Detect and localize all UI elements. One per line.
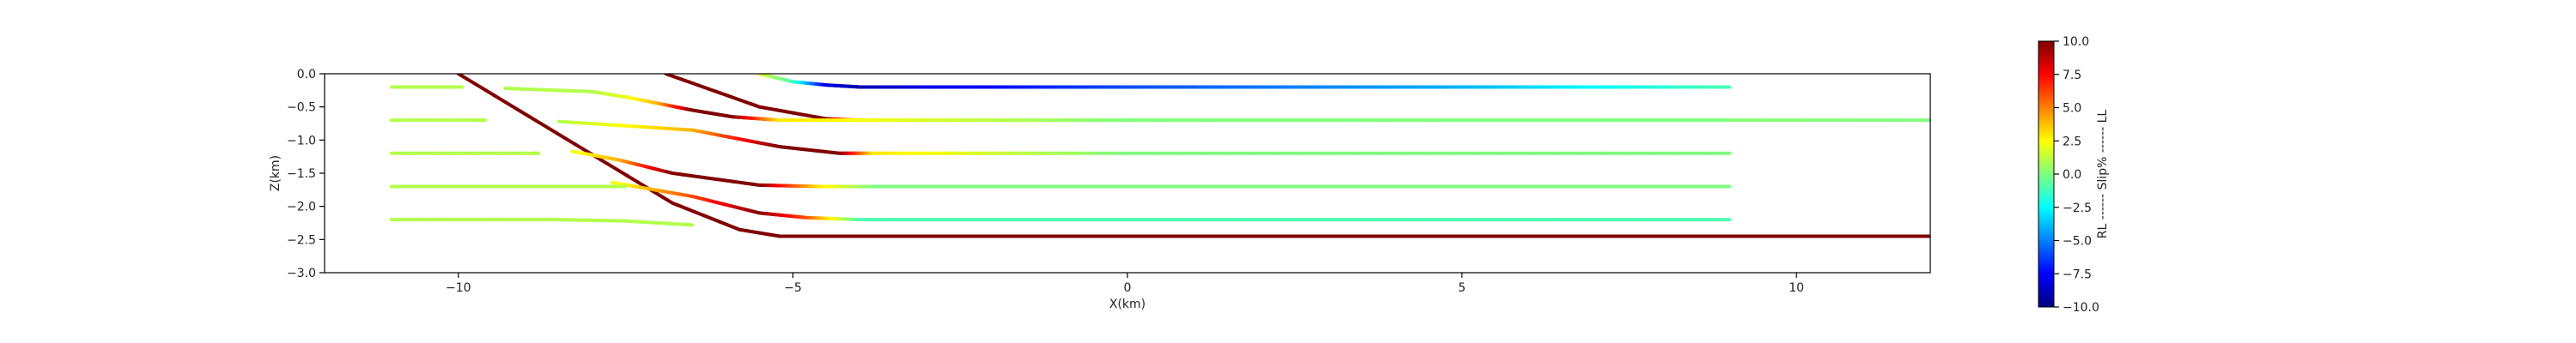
fault-line-12 [389,218,695,227]
fault-line-7 [503,87,1732,123]
series-layer [389,74,1930,238]
fault-line-6 [611,180,1732,222]
fault-segment [465,77,478,87]
colorbar-tick-label: 10.0 [2063,35,2089,49]
fault-segment [661,196,675,205]
y-axis-label: Z(km) [269,155,283,191]
colorbar-tick-label: 5.0 [2063,102,2081,116]
fault-line-4 [556,119,1732,155]
x-tick-label: 0 [1124,281,1132,295]
fault-segment [563,136,576,146]
fault-segment [599,158,612,167]
fault-segment [545,125,559,135]
y-tick-label: 0.0 [297,68,316,81]
colorbar-tick-label: −7.5 [2063,268,2092,281]
colorbar-gradient [2038,40,2055,308]
y-tick-label: −3.0 [287,267,316,280]
x-axis-label: X(km) [1109,298,1145,311]
colorbar-tick-label: −2.5 [2063,202,2092,215]
fault-segment [474,82,487,92]
colorbar-tick-label: −5.0 [2063,235,2092,249]
colorbar-tick-label: 0.0 [2063,168,2081,182]
x-tick-label: 5 [1458,281,1466,295]
fault-segment [555,131,568,141]
y-tick-label: −2.5 [287,233,316,247]
fault-line-5 [570,149,1732,189]
plot-area: −10 −5 0 5 10 0.0 −0.5 −1.0 −1.5 −2.0 −2.5 −3.0 X(… [269,68,1931,311]
colorbar-ticks: 10.0 7.5 5.0 2.5 0.0 −2.5 −5.0 −7.5 −10.0 [2054,35,2099,315]
y-tick-label: −1.0 [287,134,316,147]
fault-segment [527,115,541,124]
fault-segment [519,109,532,119]
x-tick-label: −10 [446,281,471,295]
colorbar-tick-label: 2.5 [2063,135,2081,148]
x-axis: −10 −5 0 5 10 [446,273,1804,295]
fault-segment [501,99,514,108]
fault-segment [537,120,550,129]
plot-frame [324,73,1931,274]
fault-line-1 [456,74,1930,238]
fault-segment [483,87,496,98]
y-axis: 0.0 −0.5 −1.0 −1.5 −2.0 −2.5 −3.0 [287,68,325,280]
x-tick-label: −5 [784,281,802,295]
y-tick-label: −2.0 [287,201,316,214]
colorbar-label: RL ------ Slip% ------ LL [2096,110,2110,239]
x-tick-label: 10 [1789,281,1804,295]
fault-segment [617,169,630,178]
fault-line-3 [757,74,1732,89]
fault-segment [572,141,586,151]
y-tick-label: −1.5 [287,167,316,181]
fault-segment [626,174,639,184]
fault-segment [510,104,523,113]
fault-segment [608,163,621,173]
y-tick-label: −0.5 [287,101,316,115]
colorbar-tick-label: −10.0 [2063,301,2099,315]
fault-segment [653,190,665,200]
colorbar: 10.0 7.5 5.0 2.5 0.0 −2.5 −5.0 −7.5 −10.0 RL ---… [2038,35,2110,315]
fault-segment [492,93,505,103]
fault-segment [456,74,470,81]
fault-line-2 [664,74,1930,123]
colorbar-tick-label: 7.5 [2063,69,2081,82]
fault-segment [635,179,647,189]
